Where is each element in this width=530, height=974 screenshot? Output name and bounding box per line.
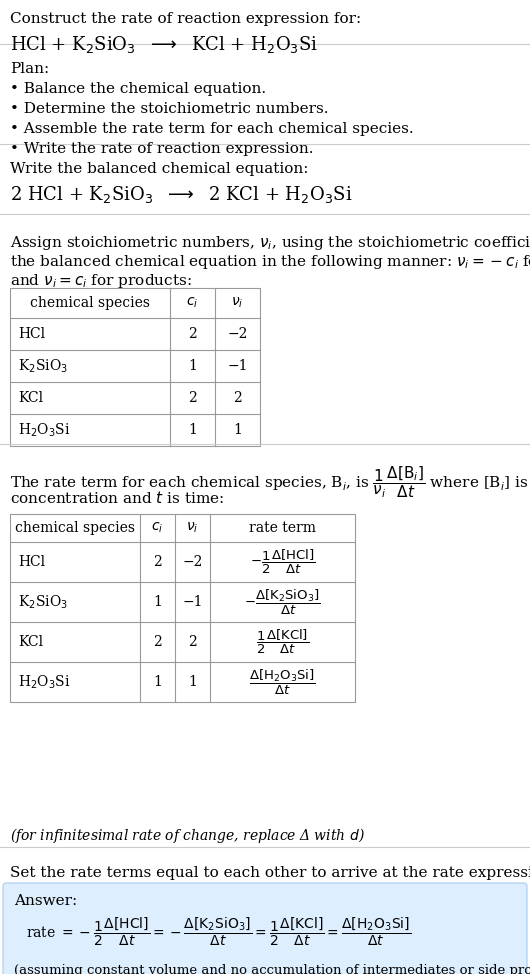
Text: 2: 2 — [233, 391, 242, 405]
Text: and $\nu_i = c_i$ for products:: and $\nu_i = c_i$ for products: — [10, 272, 192, 290]
Text: −1: −1 — [227, 359, 248, 373]
Text: 2: 2 — [188, 327, 197, 341]
Text: $\nu_i$: $\nu_i$ — [187, 521, 199, 535]
Text: Set the rate terms equal to each other to arrive at the rate expression:: Set the rate terms equal to each other t… — [10, 866, 530, 880]
Text: 1: 1 — [188, 675, 197, 689]
Text: −2: −2 — [227, 327, 248, 341]
Text: 2: 2 — [188, 635, 197, 649]
Text: • Assemble the rate term for each chemical species.: • Assemble the rate term for each chemic… — [10, 122, 413, 136]
Text: 2: 2 — [153, 635, 162, 649]
Text: 1: 1 — [233, 423, 242, 437]
Text: 2 HCl + K$_2$SiO$_3$  $\longrightarrow$  2 KCl + H$_2$O$_3$Si: 2 HCl + K$_2$SiO$_3$ $\longrightarrow$ 2… — [10, 184, 352, 205]
Text: 1: 1 — [153, 675, 162, 689]
Text: $-\dfrac{1}{2}\dfrac{\Delta[\mathrm{HCl}]}{\Delta t}$: $-\dfrac{1}{2}\dfrac{\Delta[\mathrm{HCl}… — [250, 548, 315, 576]
Text: 1: 1 — [188, 423, 197, 437]
Text: rate term: rate term — [249, 521, 316, 535]
Text: −1: −1 — [182, 595, 203, 609]
Text: $c_i$: $c_i$ — [152, 521, 164, 535]
Text: 1: 1 — [153, 595, 162, 609]
Bar — [10, 514, 355, 702]
Text: (for infinitesimal rate of change, replace Δ with $d$): (for infinitesimal rate of change, repla… — [10, 826, 365, 845]
Text: (assuming constant volume and no accumulation of intermediates or side products): (assuming constant volume and no accumul… — [14, 964, 530, 974]
FancyBboxPatch shape — [3, 883, 527, 974]
Text: HCl + K$_2$SiO$_3$  $\longrightarrow$  KCl + H$_2$O$_3$Si: HCl + K$_2$SiO$_3$ $\longrightarrow$ KCl… — [10, 34, 318, 55]
Text: concentration and $t$ is time:: concentration and $t$ is time: — [10, 490, 224, 506]
Text: Plan:: Plan: — [10, 62, 49, 76]
Text: $c_i$: $c_i$ — [187, 296, 199, 310]
Text: HCl: HCl — [18, 327, 45, 341]
Text: KCl: KCl — [18, 391, 43, 405]
Text: 2: 2 — [188, 391, 197, 405]
Text: • Write the rate of reaction expression.: • Write the rate of reaction expression. — [10, 142, 314, 156]
Text: Answer:: Answer: — [14, 894, 77, 908]
Text: $\nu_i$: $\nu_i$ — [231, 296, 244, 310]
Text: K$_2$SiO$_3$: K$_2$SiO$_3$ — [18, 593, 68, 611]
Text: the balanced chemical equation in the following manner: $\nu_i = -c_i$ for react: the balanced chemical equation in the fo… — [10, 253, 530, 271]
Text: chemical species: chemical species — [15, 521, 135, 535]
Text: H$_2$O$_3$Si: H$_2$O$_3$Si — [18, 673, 70, 691]
Text: K$_2$SiO$_3$: K$_2$SiO$_3$ — [18, 357, 68, 375]
Text: Write the balanced chemical equation:: Write the balanced chemical equation: — [10, 162, 308, 176]
Text: • Balance the chemical equation.: • Balance the chemical equation. — [10, 82, 266, 96]
Text: −2: −2 — [182, 555, 202, 569]
Text: 2: 2 — [153, 555, 162, 569]
Text: Assign stoichiometric numbers, $\nu_i$, using the stoichiometric coefficients, $: Assign stoichiometric numbers, $\nu_i$, … — [10, 234, 530, 252]
Text: KCl: KCl — [18, 635, 43, 649]
Text: $-\dfrac{\Delta[\mathrm{K_2SiO_3}]}{\Delta t}$: $-\dfrac{\Delta[\mathrm{K_2SiO_3}]}{\Del… — [244, 587, 321, 617]
Text: HCl: HCl — [18, 555, 45, 569]
Text: H$_2$O$_3$Si: H$_2$O$_3$Si — [18, 422, 70, 438]
Text: The rate term for each chemical species, B$_i$, is $\dfrac{1}{\nu_i}\dfrac{\Delt: The rate term for each chemical species,… — [10, 464, 530, 500]
Text: 1: 1 — [188, 359, 197, 373]
Bar — [10, 288, 260, 446]
Text: rate $= -\dfrac{1}{2}\dfrac{\Delta[\mathrm{HCl}]}{\Delta t} = -\dfrac{\Delta[\ma: rate $= -\dfrac{1}{2}\dfrac{\Delta[\math… — [26, 916, 411, 948]
Text: • Determine the stoichiometric numbers.: • Determine the stoichiometric numbers. — [10, 102, 329, 116]
Text: $\dfrac{1}{2}\dfrac{\Delta[\mathrm{KCl}]}{\Delta t}$: $\dfrac{1}{2}\dfrac{\Delta[\mathrm{KCl}]… — [256, 628, 309, 656]
Text: Construct the rate of reaction expression for:: Construct the rate of reaction expressio… — [10, 12, 361, 26]
Text: chemical species: chemical species — [30, 296, 150, 310]
Text: $\dfrac{\Delta[\mathrm{H_2O_3Si}]}{\Delta t}$: $\dfrac{\Delta[\mathrm{H_2O_3Si}]}{\Delt… — [249, 667, 316, 696]
